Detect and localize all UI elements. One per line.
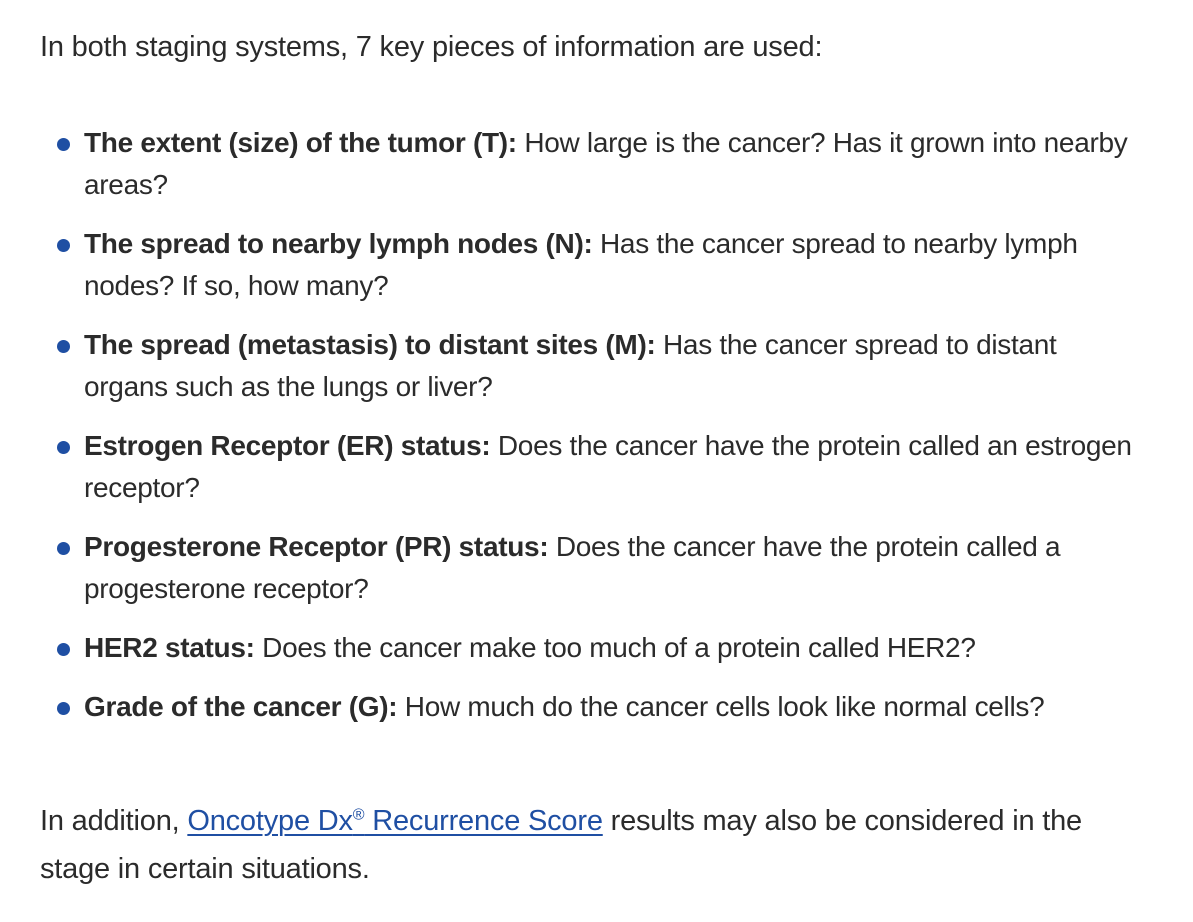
list-item-term: Progesterone Receptor (PR) status: bbox=[84, 531, 549, 562]
list-item-description: Does the cancer have the protein called … bbox=[84, 531, 1061, 604]
intro-paragraph: In both staging systems, 7 key pieces of… bbox=[40, 31, 823, 63]
list-item-description: Does the cancer make too much of a prote… bbox=[262, 632, 976, 663]
bullet-dot-icon bbox=[57, 340, 70, 353]
list-item-pr-status: Progesterone Receptor (PR) status: Does … bbox=[0, 526, 1193, 610]
list-item-term: The spread to nearby lymph nodes (N): bbox=[84, 228, 593, 259]
list-item-metastasis: The spread (metastasis) to distant sites… bbox=[0, 324, 1193, 408]
staging-info-list: The extent (size) of the tumor (T): How … bbox=[0, 122, 1193, 728]
bullet-dot-icon bbox=[57, 441, 70, 454]
list-item-description: Has the cancer spread to nearby lymph no… bbox=[84, 228, 1078, 301]
list-item-term: Grade of the cancer (G): bbox=[84, 691, 398, 722]
link-text[interactable]: Oncotype Dx bbox=[187, 805, 353, 837]
bullet-dot-icon bbox=[57, 542, 70, 555]
list-item-er-status: Estrogen Receptor (ER) status: Does the … bbox=[0, 425, 1193, 509]
bullet-dot-icon bbox=[57, 239, 70, 252]
bullet-dot-icon bbox=[57, 643, 70, 656]
oncotype-recurrence-score-link[interactable]: Oncotype Dx® Recurrence Score bbox=[187, 805, 603, 837]
bullet-dot-icon bbox=[57, 138, 70, 151]
list-item-grade: Grade of the cancer (G): How much do the… bbox=[0, 686, 1193, 728]
link-suffix[interactable]: Recurrence Score bbox=[364, 805, 603, 837]
list-item-term: Estrogen Receptor (ER) status: bbox=[84, 430, 491, 461]
list-item-term: HER2 status: bbox=[84, 632, 255, 663]
outro-suffix: results may also be considered in the st… bbox=[40, 805, 1082, 885]
list-item-description: How much do the cancer cells look like n… bbox=[404, 691, 1045, 722]
list-item-lymph-nodes: The spread to nearby lymph nodes (N): Ha… bbox=[0, 223, 1193, 307]
list-item-tumor-extent: The extent (size) of the tumor (T): How … bbox=[0, 122, 1193, 206]
list-item-description: Does the cancer have the protein called … bbox=[84, 430, 1132, 503]
list-item-term: The extent (size) of the tumor (T): bbox=[84, 127, 517, 158]
list-item-description: Has the cancer spread to distant organs … bbox=[84, 329, 1057, 402]
list-item-term: The spread (metastasis) to distant sites… bbox=[84, 329, 656, 360]
list-item-her2-status: HER2 status: Does the cancer make too mu… bbox=[0, 627, 1193, 669]
outro-prefix: In addition, bbox=[40, 805, 188, 837]
registered-mark[interactable]: ® bbox=[352, 806, 365, 824]
bullet-dot-icon bbox=[57, 702, 70, 715]
outro-paragraph: In addition, Oncotype Dx® Recurrence Sco… bbox=[40, 797, 1150, 893]
list-item-description: How large is the cancer? Has it grown in… bbox=[84, 127, 1128, 200]
